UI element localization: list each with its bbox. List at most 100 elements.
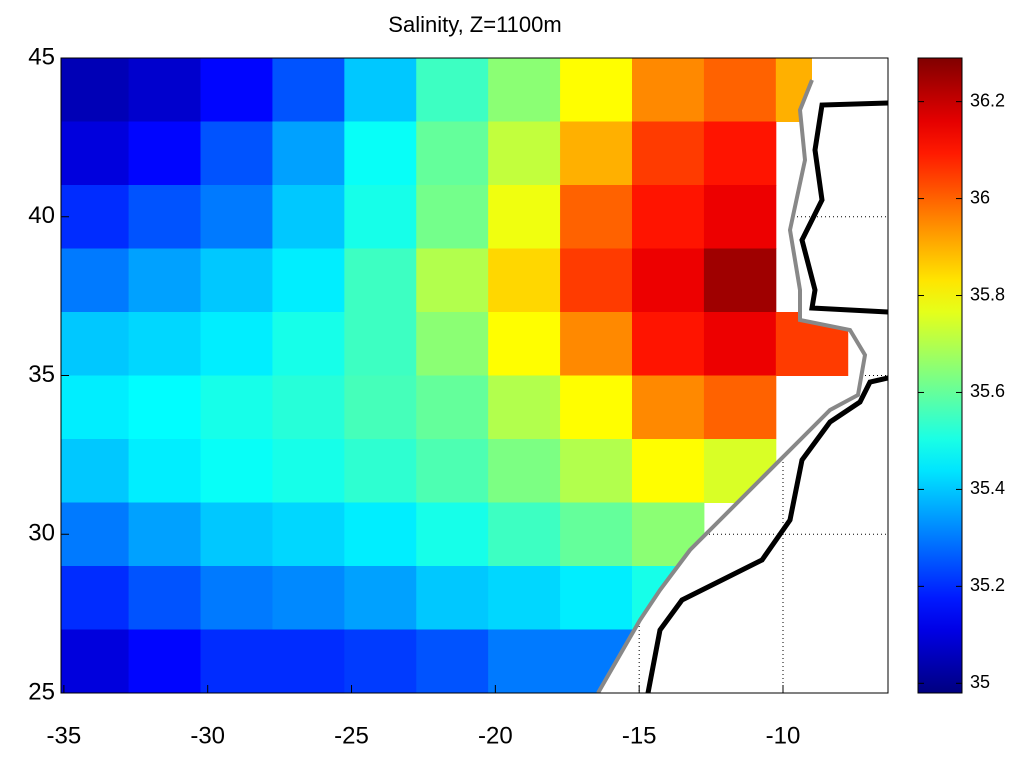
x-tick-label: -10 (766, 722, 801, 749)
cell (416, 502, 489, 567)
field (61, 58, 888, 693)
y-tick-label: 30 (28, 520, 55, 547)
cell (344, 248, 417, 313)
colorbar-tick-label: 35.4 (970, 478, 1005, 498)
cell (416, 375, 489, 440)
chart-title: Salinity, Z=1100m (388, 12, 561, 37)
colorbar-tick-label: 35.8 (970, 284, 1005, 304)
cell (560, 502, 633, 567)
cell (488, 121, 561, 186)
cell (488, 58, 561, 122)
cell (272, 566, 345, 630)
cell (703, 312, 777, 376)
cell (560, 566, 633, 630)
cell (416, 248, 489, 313)
cell (560, 439, 633, 503)
cell (200, 312, 273, 376)
x-tick-label: -20 (478, 722, 513, 749)
colorbar-tick-label: 35.6 (970, 381, 1005, 401)
cell (200, 629, 273, 693)
cell (61, 312, 130, 376)
cell (344, 312, 417, 376)
cell (128, 185, 202, 249)
y-tick-label: 45 (28, 43, 55, 70)
cell (61, 629, 130, 693)
cell (128, 312, 202, 376)
cell (200, 566, 273, 630)
cell (200, 375, 273, 440)
cell (344, 439, 417, 503)
cell (416, 439, 489, 503)
cell (128, 502, 202, 567)
cell (488, 629, 561, 693)
cell (631, 439, 705, 503)
x-tick-label: -25 (334, 722, 369, 749)
cell (416, 629, 489, 693)
colorbar-tick-label: 35.2 (970, 575, 1005, 595)
cell (703, 58, 777, 122)
cell (488, 248, 561, 313)
cell (128, 439, 202, 503)
cell (416, 58, 489, 122)
y-tick-label: 25 (28, 678, 55, 705)
cell (272, 248, 345, 313)
cell (61, 566, 130, 630)
cell (703, 121, 777, 186)
cell (703, 375, 777, 440)
cell (61, 121, 130, 186)
cell (560, 375, 633, 440)
y-tick-label: 35 (28, 361, 55, 388)
cell (128, 566, 202, 630)
colorbar-tick-label: 36 (970, 187, 990, 207)
cell (416, 312, 489, 376)
cell (344, 629, 417, 693)
cell (631, 375, 705, 440)
coastline (596, 79, 868, 693)
cell (631, 121, 705, 186)
cell (61, 248, 130, 313)
cell (488, 439, 561, 503)
cell (488, 566, 561, 630)
cell (272, 375, 345, 440)
cell (61, 185, 130, 249)
y-tick-label: 40 (28, 202, 55, 229)
depth-contour (645, 100, 888, 693)
x-tick-label: -35 (47, 722, 82, 749)
cell (200, 248, 273, 313)
x-tick-label: -30 (190, 722, 225, 749)
land (596, 58, 888, 693)
cell (560, 312, 633, 376)
cell (560, 248, 633, 313)
colorbar-tick-label: 36.2 (970, 90, 1005, 110)
cell (272, 502, 345, 567)
cell (200, 439, 273, 503)
cell (631, 312, 705, 376)
cell (128, 248, 202, 313)
cell (488, 185, 561, 249)
cell (272, 312, 345, 376)
cell (416, 566, 489, 630)
cell (488, 502, 561, 567)
cell (560, 58, 633, 122)
cell (61, 58, 130, 122)
cell (344, 502, 417, 567)
cell (272, 121, 345, 186)
cell (200, 121, 273, 186)
cell (128, 375, 202, 440)
colorbar-tick-label: 35 (970, 672, 990, 692)
cell (416, 121, 489, 186)
cell (128, 58, 202, 122)
cell (703, 185, 777, 249)
cell (272, 439, 345, 503)
cell (344, 185, 417, 249)
cell (200, 58, 273, 122)
cell (488, 312, 561, 376)
cell (272, 185, 345, 249)
cell (631, 248, 705, 313)
cell (344, 375, 417, 440)
cell (61, 375, 130, 440)
cell (128, 629, 202, 693)
cell (272, 58, 345, 122)
cell (560, 185, 633, 249)
